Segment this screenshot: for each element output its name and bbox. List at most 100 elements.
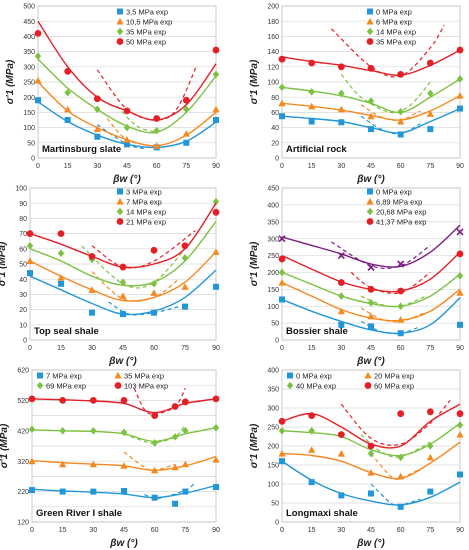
y-tick-label: 300 — [267, 406, 279, 413]
series-2 — [34, 76, 220, 149]
data-point — [90, 427, 97, 435]
data-point — [123, 136, 131, 143]
x-tick-label: 0 — [280, 527, 284, 534]
y-tick-label: 400 — [23, 34, 35, 41]
x-tick-label: 15 — [308, 527, 316, 534]
x-tick-label: 90 — [212, 527, 220, 534]
data-point — [27, 270, 33, 277]
y-tick-label: 320 — [17, 459, 29, 466]
data-point — [59, 488, 66, 495]
dashed-curve — [360, 434, 431, 458]
data-point — [59, 427, 66, 435]
chart-panel-6: 0 50 100 150 200 250 300 350 400 0 15 30 45 60 75 90 βw … — [249, 368, 464, 549]
data-point — [308, 427, 315, 435]
series-4 — [278, 400, 464, 450]
y-tick-label: 60 — [271, 110, 279, 117]
data-point — [367, 97, 375, 105]
legend-label: 0 MPa exp — [376, 8, 412, 17]
y-axis-label: σ'1 (MPa) — [0, 423, 10, 468]
legend-label: 10,5 MPa exp — [126, 18, 172, 27]
x-tick-label: 0 — [30, 527, 34, 534]
legend-marker — [116, 218, 124, 225]
x-axis-label: βw (°) — [356, 356, 385, 367]
y-tick-label: 200 — [267, 4, 279, 11]
data-point — [337, 279, 345, 286]
data-point — [151, 494, 158, 501]
y-tick-label: 250 — [267, 425, 279, 432]
y-tick-label: 30 — [19, 292, 27, 299]
data-point — [367, 263, 375, 271]
dashed-curve — [370, 453, 421, 480]
data-point — [64, 105, 72, 113]
data-point — [181, 242, 189, 250]
data-point — [121, 487, 127, 494]
y-tick-label: 250 — [267, 253, 279, 260]
data-point — [182, 96, 190, 104]
data-point — [278, 427, 286, 435]
data-point — [308, 118, 315, 125]
series-3 — [34, 52, 220, 135]
y-tick-label: 300 — [267, 236, 279, 243]
x-tick-label: 75 — [426, 163, 434, 170]
series-2 — [28, 451, 220, 474]
data-point — [457, 471, 463, 478]
data-point — [397, 287, 405, 295]
data-point — [34, 29, 42, 37]
data-point — [278, 417, 286, 425]
y-axis-label: σ'1 (MPa) — [249, 423, 260, 468]
dashed-curve — [91, 230, 196, 269]
x-tick-label: 0 — [36, 163, 40, 170]
dashed-curve — [360, 115, 421, 135]
y-tick-label: 100 — [267, 482, 279, 489]
data-point — [213, 484, 219, 491]
data-point — [368, 323, 374, 330]
data-point — [397, 316, 405, 323]
x-axis-label: βw (°) — [356, 174, 385, 185]
y-tick-label: 350 — [267, 219, 279, 226]
legend-label: 0 MPa exp — [376, 188, 412, 197]
data-point — [153, 115, 161, 122]
data-point — [212, 197, 220, 206]
x-tick-label: 45 — [367, 527, 375, 534]
x-tick-label: 60 — [397, 163, 405, 170]
dashed-curve — [360, 307, 425, 323]
legend-label: 103 MPa exp — [124, 382, 168, 391]
data-point — [308, 446, 316, 453]
series-3 — [278, 421, 464, 462]
panel-title: Longmaxi shale — [286, 508, 358, 519]
x-tick-label: 15 — [308, 163, 316, 170]
data-point — [29, 487, 35, 494]
y-tick-label: 70 — [19, 231, 27, 238]
chart-panel-1: 0 50 100 150 200 250 300 350 400 450 500 0 15 30 45 60 7… — [5, 4, 220, 185]
x-tick-label: 0 — [280, 345, 284, 352]
panel-title: Green River I shale — [36, 508, 122, 519]
legend-label: 50 MPa exp — [126, 38, 166, 47]
y-axis-label: σ'1 (MPa) — [249, 59, 260, 104]
data-point — [35, 97, 41, 104]
panel-title: Bossier shale — [286, 326, 348, 337]
y-tick-label: 80 — [19, 216, 27, 223]
chart-panel-3: 0 10 20 30 40 50 60 70 80 90 100 0 15 30 45 60 75 90 βw (°… — [0, 186, 220, 367]
data-point — [278, 255, 286, 263]
series-1 — [279, 296, 463, 337]
data-point — [88, 286, 96, 293]
data-point — [337, 431, 345, 438]
y-tick-label: 100 — [267, 80, 279, 87]
x-tick-label: 30 — [337, 527, 345, 534]
x-tick-label: 45 — [367, 163, 375, 170]
data-point — [308, 479, 315, 486]
y-tick-label: 0 — [23, 338, 27, 345]
y-tick-label: 150 — [267, 463, 279, 470]
series-2 — [278, 431, 464, 480]
legend-marker — [366, 207, 374, 216]
legend-label: 14 MPa exp — [126, 208, 166, 217]
series-2 — [278, 278, 464, 323]
data-point — [64, 67, 72, 75]
dashed-curve — [360, 295, 425, 308]
data-point — [397, 330, 404, 337]
data-point — [212, 70, 220, 79]
dashed-curve — [340, 400, 451, 446]
y-axis-label: σ'1 (MPa) — [0, 241, 8, 286]
x-tick-label: 15 — [59, 527, 67, 534]
legend-label: 21 MPa exp — [126, 218, 166, 227]
